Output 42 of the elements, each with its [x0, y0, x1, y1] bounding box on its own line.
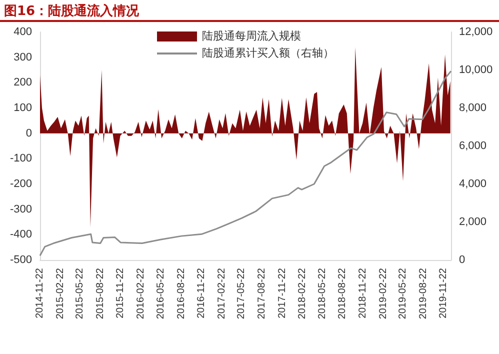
y2-tick-label: 0 [459, 254, 466, 266]
y2-tick-label: 6,000 [459, 140, 487, 152]
x-tick-label: 2017-02-22 [216, 268, 228, 320]
legend-label: 陆股通累计买入额（右轴） [202, 46, 334, 60]
x-tick-label: 2016-08-22 [176, 268, 187, 320]
x-tick-label: 2016-11-22 [196, 268, 208, 318]
x-tick-label: 2016-05-22 [155, 268, 166, 320]
y-tick-label: 300 [14, 51, 32, 64]
y-tick-label: -100 [10, 152, 32, 165]
y2-tick-label: 2,000 [459, 216, 487, 228]
x-tick-label: 2019-02-22 [378, 268, 389, 320]
x-tick-label: 2017-08-22 [256, 268, 268, 320]
y-tick-label: 400 [14, 26, 32, 38]
x-tick-label: 2014-11-22 [34, 268, 46, 318]
y2-tick-label: 8,000 [459, 102, 487, 114]
x-tick-label: 2016-02-22 [136, 268, 147, 320]
legend-label: 陆股通每周流入规模 [202, 30, 301, 42]
x-tick-label: 2019-08-22 [418, 268, 429, 320]
y-tick-label: -200 [10, 178, 32, 190]
y-tick-label: -500 [10, 254, 32, 266]
x-tick-label: 2017-11-22 [276, 268, 288, 318]
y2-tick-label: 10,000 [459, 64, 493, 76]
x-tick-label: 2018-05-22 [316, 268, 328, 320]
x-tick-label: 2015-08-22 [94, 268, 106, 320]
x-tick-label: 2019-05-22 [398, 268, 409, 320]
chart-title: 图16：陆股通流入情况 [4, 2, 140, 20]
x-tick-label: 2015-05-22 [74, 268, 86, 320]
x-tick-label: 2018-08-22 [337, 268, 348, 320]
y-tick-label: -300 [10, 203, 32, 216]
x-tick-label: 2017-05-22 [236, 268, 248, 320]
x-tick-label: 2019-11-22 [438, 268, 450, 318]
y-tick-label: 100 [14, 102, 32, 114]
y2-tick-label: 12,000 [459, 26, 493, 38]
y-tick-label: -400 [10, 228, 32, 241]
x-tick-label: 2015-11-22 [115, 268, 126, 318]
y-tick-label: 200 [14, 76, 32, 89]
x-tick-label: 2018-02-22 [297, 268, 308, 320]
x-tick-label: 2015-02-22 [54, 268, 66, 320]
y-tick-label: 0 [26, 127, 32, 140]
x-tick-label: 2018-11-22 [358, 268, 369, 318]
line-series [39, 70, 452, 256]
y2-tick-label: 4,000 [459, 178, 487, 190]
